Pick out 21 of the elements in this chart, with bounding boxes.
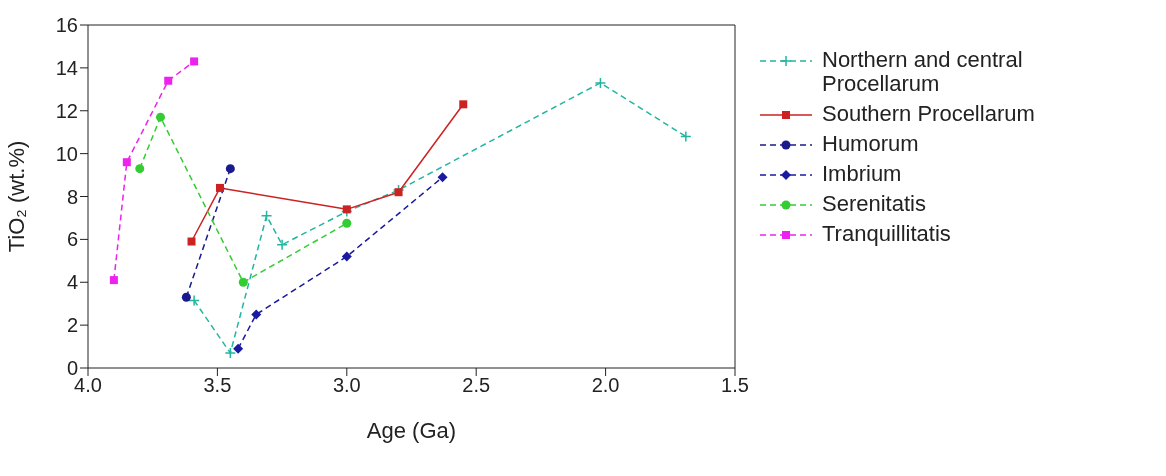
y-tick-label: 8: [66, 185, 78, 208]
legend-label: Northern and central Procellarum: [822, 47, 1024, 96]
x-tick-label: 1.5: [721, 374, 749, 397]
legend-label: Imbrium: [822, 161, 903, 186]
y-tick-label: 16: [55, 14, 78, 37]
legend-label: Tranquillitatis: [822, 221, 952, 246]
legend-label: Southern Procellarum: [822, 101, 1036, 126]
y-axis-title: TiO₂ (wt.%): [3, 140, 29, 253]
x-tick-label: 2.0: [591, 374, 620, 397]
x-tick-label: 3.0: [332, 374, 361, 397]
y-tick-label: 14: [55, 56, 78, 79]
y-tick-label: 2: [66, 314, 78, 337]
y-tick-label: 4: [66, 271, 78, 294]
legend-label: Humorum: [822, 131, 920, 156]
y-tick-label: 6: [66, 228, 78, 251]
legend-label: Serenitatis: [822, 191, 927, 216]
x-tick-label: 3.5: [203, 374, 232, 397]
y-tick-label: 12: [55, 99, 78, 122]
x-tick-label: 2.5: [462, 374, 491, 397]
x-axis-title: Age (Ga): [366, 418, 457, 443]
y-tick-label: 10: [55, 142, 78, 165]
